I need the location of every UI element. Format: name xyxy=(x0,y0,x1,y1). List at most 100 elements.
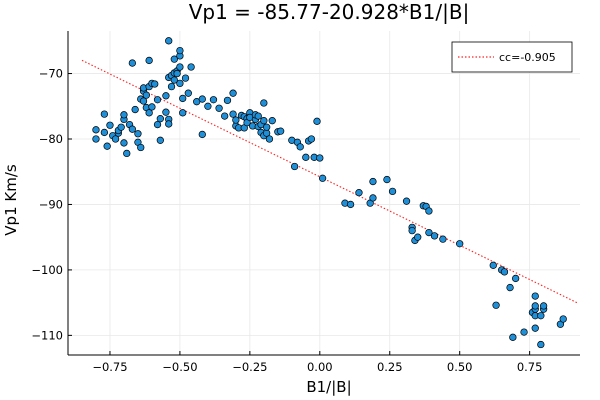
scatter-point xyxy=(151,80,159,88)
scatter-point xyxy=(388,187,397,196)
scatter-point xyxy=(254,112,262,120)
scatter-point xyxy=(215,104,223,112)
scatter-point xyxy=(176,46,184,55)
scatter-point xyxy=(170,55,178,63)
scatter-point xyxy=(179,94,187,103)
y-tick-label: −100 xyxy=(31,263,63,277)
scatter-point xyxy=(313,117,321,125)
scatter-point xyxy=(369,177,377,186)
scatter-point xyxy=(346,200,355,209)
scatter-point xyxy=(198,130,206,139)
scatter-point xyxy=(492,301,500,309)
x-tick-label: −0.50 xyxy=(162,360,197,374)
scatter-point xyxy=(221,112,229,120)
scatter-point xyxy=(260,117,268,125)
x-tick-label: −0.25 xyxy=(232,360,267,374)
chart-title: Vp1 = -85.77-20.928*B1/|B| xyxy=(189,0,470,24)
scatter-point xyxy=(318,174,327,182)
scatter-point xyxy=(181,74,190,82)
scatter-point xyxy=(142,91,150,99)
scatter-point xyxy=(509,333,517,341)
grid-lines xyxy=(68,31,580,355)
scatter-point xyxy=(369,194,377,202)
scatter-point xyxy=(559,315,567,323)
scatter-point xyxy=(260,99,268,107)
scatter-point xyxy=(408,226,416,235)
scatter-point xyxy=(117,123,125,131)
x-axis-label: B1/|B| xyxy=(306,378,351,396)
scatter-point xyxy=(430,232,439,240)
legend: cc=-0.905 xyxy=(451,41,573,73)
scatter-point xyxy=(120,111,128,119)
scatter-point xyxy=(120,139,128,147)
scatter-point xyxy=(425,207,433,215)
scatter-point xyxy=(229,110,237,118)
scatter-point xyxy=(229,89,237,97)
scatter-point xyxy=(139,97,148,105)
x-tick-label: 0.75 xyxy=(517,360,543,374)
scatter-point xyxy=(296,143,304,151)
x-tick-label: 0.25 xyxy=(377,360,403,374)
scatter-point xyxy=(425,228,433,237)
scatter-point xyxy=(145,56,153,65)
scatter-point xyxy=(290,162,299,171)
scatter-point xyxy=(103,142,111,150)
scatter-point xyxy=(162,108,170,116)
scatter-point xyxy=(316,154,324,162)
scatter-point xyxy=(307,135,316,143)
scatter-point xyxy=(262,123,271,131)
scatter-point xyxy=(92,135,100,143)
scatter-point xyxy=(204,102,212,110)
scatter-point xyxy=(456,240,464,248)
scatter-point xyxy=(148,103,156,111)
scatter-point xyxy=(506,283,514,292)
data-points xyxy=(92,37,567,349)
scatter-point xyxy=(165,37,173,45)
y-tick-label: −80 xyxy=(39,132,63,146)
scatter-point xyxy=(156,115,164,123)
scatter-point xyxy=(500,268,509,276)
x-tick-label: 0.50 xyxy=(447,360,473,374)
scatter-point xyxy=(439,235,447,243)
scatter-point xyxy=(383,175,391,184)
legend-label-fit-line: cc=-0.905 xyxy=(499,51,556,64)
scatter-point xyxy=(531,324,539,332)
y-tick-label: −90 xyxy=(39,197,63,211)
scatter-point xyxy=(123,149,131,158)
scatter-point xyxy=(156,136,164,144)
scatter-point xyxy=(302,153,310,161)
scatter-point xyxy=(176,79,184,88)
scatter-point xyxy=(209,96,218,104)
scatter-point xyxy=(106,121,114,129)
scatter-point xyxy=(223,96,232,105)
tick-labels: −0.75 −0.50 −0.25 0.00 0.25 0.50 0.75 −70 −80 −90… xyxy=(31,67,542,374)
scatter-point xyxy=(232,116,240,124)
axes xyxy=(67,31,580,356)
y-tick-label: −70 xyxy=(39,67,63,81)
scatter-point xyxy=(176,63,184,71)
scatter-point xyxy=(531,292,539,300)
scatter-point xyxy=(167,82,176,91)
scatter-point xyxy=(268,117,276,125)
scatter-point xyxy=(153,96,162,104)
scatter-point xyxy=(131,105,139,114)
scatter-point xyxy=(512,274,520,283)
x-tick-label: 0.00 xyxy=(307,360,333,374)
scatter-point xyxy=(134,130,142,138)
scatter-point xyxy=(100,128,109,137)
scatter-point xyxy=(145,109,153,117)
scatter-point xyxy=(276,127,285,135)
scatter-point xyxy=(414,233,422,241)
x-tick-label: −0.75 xyxy=(92,360,127,374)
y-axis-label: Vp1 Km/s xyxy=(2,164,20,236)
scatter-point xyxy=(100,110,109,118)
scatter-point xyxy=(173,69,181,78)
scatter-point xyxy=(128,125,136,133)
scatter-point xyxy=(537,340,545,349)
scatter-point xyxy=(520,328,528,336)
scatter-point xyxy=(111,135,120,143)
scatter-point xyxy=(162,92,170,100)
scatter-point xyxy=(137,143,145,152)
scatter-point xyxy=(128,59,136,67)
